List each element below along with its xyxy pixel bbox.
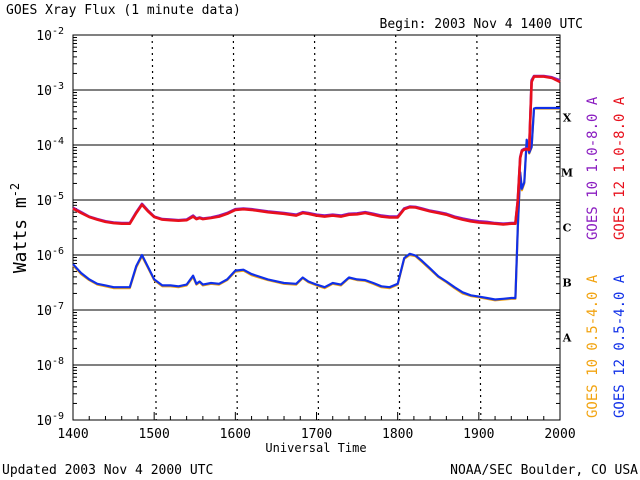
y-tick-label: 10-9 <box>36 411 64 429</box>
y-tick-label: 10-3 <box>36 81 64 99</box>
legend-entry: GOES 12 1.0-8.0 A <box>612 96 628 240</box>
y-tick-labels: 10-9 10-8 10-7 10-6 10-5 10-4 10-3 10-2 <box>36 26 64 429</box>
x-tick-label: 2000 <box>544 427 575 442</box>
series-line <box>72 75 561 226</box>
legend-entry: GOES 10 0.5-4.0 A <box>585 274 601 418</box>
series-line <box>72 74 561 225</box>
y-tick-label: 10-6 <box>36 246 64 264</box>
x-tick-label: 1700 <box>301 427 332 442</box>
hour-marker <box>395 34 401 421</box>
x-tick-label: 1800 <box>382 427 413 442</box>
y-axis-label-exponent: -2 <box>8 183 22 197</box>
flare-class-label: X <box>563 112 572 125</box>
y-tick-label: 10-7 <box>36 301 64 319</box>
y-tick-label: 10-4 <box>36 136 64 154</box>
x-tick-label: 1400 <box>57 427 88 442</box>
x-tick-label: 1500 <box>139 427 170 442</box>
flare-class-label: A <box>562 332 572 345</box>
hour-marker-grid <box>72 34 561 421</box>
footer-credit: NOAA/SEC Boulder, CO USA <box>450 463 638 478</box>
y-axis-label: Watts m-2 <box>8 183 31 273</box>
flare-class-label: C <box>563 222 572 235</box>
hour-marker <box>232 34 238 421</box>
series-line <box>72 106 560 301</box>
flare-class-label: M <box>561 167 573 180</box>
flare-class-labels: A B C M X <box>561 112 573 345</box>
hour-marker <box>476 34 482 421</box>
x-tick-labels: 1400 1500 1600 1700 1800 1900 2000 <box>57 427 575 442</box>
footer-updated: Updated 2003 Nov 4 2000 UTC <box>2 463 213 478</box>
hour-marker <box>151 34 157 421</box>
y-tick-label: 10-5 <box>36 191 64 209</box>
y-tick-label: 10-8 <box>36 356 64 374</box>
legend-entry: GOES 10 1.0-8.0 A <box>585 96 601 240</box>
legend: GOES 10 0.5-4.0 A GOES 12 0.5-4.0 A GOES 1… <box>585 96 628 418</box>
y-axis-label-main: Watts m <box>10 197 31 273</box>
legend-entry: GOES 12 0.5-4.0 A <box>612 274 628 418</box>
decade-grid <box>73 34 560 421</box>
series-lines <box>72 74 561 302</box>
y-tick-label: 10-2 <box>36 26 64 44</box>
flare-class-label: B <box>562 277 571 290</box>
x-tick-label: 1900 <box>463 427 494 442</box>
plot-frame <box>72 34 561 421</box>
x-tick-label: 1600 <box>220 427 251 442</box>
chart-title: GOES Xray Flux (1 minute data) <box>6 3 241 18</box>
x-axis-label: Universal Time <box>265 441 366 455</box>
begin-label: Begin: 2003 Nov 4 1400 UTC <box>380 17 584 32</box>
hour-marker <box>313 34 320 421</box>
